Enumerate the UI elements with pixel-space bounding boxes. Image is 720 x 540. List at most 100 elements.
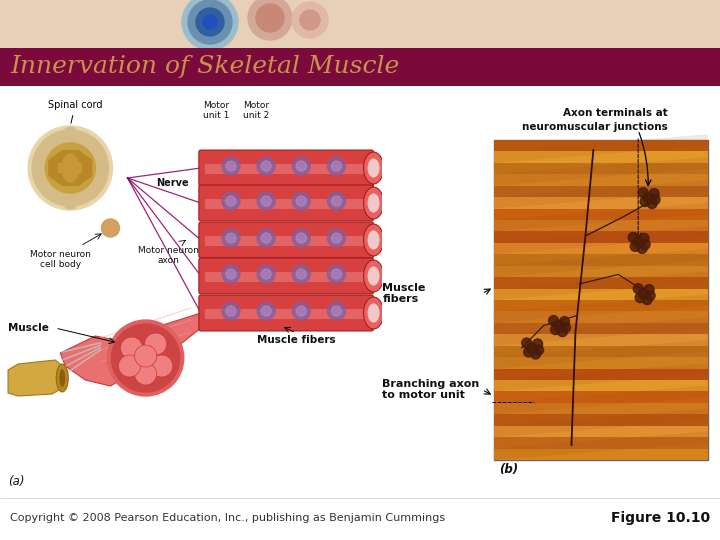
Circle shape <box>328 229 346 247</box>
Bar <box>494 208 708 220</box>
FancyBboxPatch shape <box>205 236 367 246</box>
Circle shape <box>226 233 236 243</box>
Bar <box>494 391 708 403</box>
Circle shape <box>257 229 275 247</box>
Text: Nerve: Nerve <box>156 178 188 188</box>
Circle shape <box>257 302 275 320</box>
Circle shape <box>257 157 275 175</box>
Circle shape <box>102 219 120 237</box>
Text: (b): (b) <box>499 463 518 476</box>
Circle shape <box>226 306 236 316</box>
Bar <box>494 437 708 449</box>
Bar <box>494 140 708 460</box>
Circle shape <box>257 192 275 210</box>
Circle shape <box>292 2 328 38</box>
Circle shape <box>222 157 240 175</box>
Text: Motor neuron
cell body: Motor neuron cell body <box>30 250 91 269</box>
Circle shape <box>628 232 638 242</box>
Polygon shape <box>494 272 708 300</box>
Bar <box>494 139 708 151</box>
Ellipse shape <box>367 303 379 322</box>
Bar <box>494 254 708 266</box>
Text: Branching axon
to motor unit: Branching axon to motor unit <box>382 379 480 400</box>
Circle shape <box>331 233 341 243</box>
Polygon shape <box>48 150 92 186</box>
Text: Axon terminals at: Axon terminals at <box>563 108 668 118</box>
Ellipse shape <box>61 153 79 183</box>
Circle shape <box>261 161 271 171</box>
Circle shape <box>642 295 652 305</box>
Circle shape <box>182 0 238 50</box>
FancyBboxPatch shape <box>199 150 374 186</box>
Bar <box>494 242 708 254</box>
Circle shape <box>328 157 346 175</box>
Circle shape <box>557 327 567 336</box>
Circle shape <box>551 325 560 335</box>
Ellipse shape <box>367 158 379 178</box>
Ellipse shape <box>59 369 66 387</box>
Polygon shape <box>494 294 708 323</box>
Text: Spinal cord: Spinal cord <box>48 100 102 123</box>
Circle shape <box>222 229 240 247</box>
Circle shape <box>637 244 647 253</box>
Circle shape <box>644 285 654 295</box>
Circle shape <box>331 161 341 171</box>
Text: Muscle
fibers: Muscle fibers <box>382 283 426 305</box>
Circle shape <box>135 345 157 367</box>
Bar <box>494 334 708 346</box>
Circle shape <box>296 269 306 279</box>
Circle shape <box>300 10 320 30</box>
Circle shape <box>630 241 640 252</box>
Circle shape <box>645 291 655 301</box>
Bar <box>494 311 708 323</box>
Circle shape <box>222 302 240 320</box>
Text: Copyright © 2008 Pearson Education, Inc., publishing as Benjamin Cummings: Copyright © 2008 Pearson Education, Inc.… <box>10 513 445 523</box>
Circle shape <box>331 196 341 206</box>
Circle shape <box>639 233 649 244</box>
FancyBboxPatch shape <box>199 258 374 294</box>
Circle shape <box>526 343 536 353</box>
Circle shape <box>534 345 544 355</box>
Circle shape <box>222 265 240 283</box>
Text: Muscle fibers: Muscle fibers <box>257 335 336 345</box>
Bar <box>494 425 708 437</box>
Circle shape <box>533 339 543 349</box>
Circle shape <box>650 194 660 205</box>
Polygon shape <box>494 226 708 254</box>
Circle shape <box>119 355 140 377</box>
Polygon shape <box>8 360 62 396</box>
FancyBboxPatch shape <box>205 272 367 282</box>
Circle shape <box>633 238 643 247</box>
Circle shape <box>256 4 284 32</box>
Bar <box>0 0 720 48</box>
Circle shape <box>559 316 570 327</box>
Circle shape <box>549 315 559 326</box>
Ellipse shape <box>367 193 379 213</box>
Bar <box>494 448 708 460</box>
Polygon shape <box>494 317 708 346</box>
Bar <box>494 402 708 414</box>
Polygon shape <box>494 157 708 186</box>
Ellipse shape <box>364 187 384 219</box>
Circle shape <box>257 265 275 283</box>
Circle shape <box>560 322 570 333</box>
Circle shape <box>531 349 541 359</box>
Circle shape <box>331 269 341 279</box>
Text: neuromuscular junctions: neuromuscular junctions <box>522 122 668 132</box>
Bar <box>494 174 708 186</box>
Circle shape <box>523 347 534 357</box>
Circle shape <box>643 193 653 202</box>
Circle shape <box>633 284 643 294</box>
FancyBboxPatch shape <box>199 295 374 331</box>
Circle shape <box>261 196 271 206</box>
Bar <box>494 380 708 392</box>
Circle shape <box>28 126 112 210</box>
FancyBboxPatch shape <box>199 185 374 221</box>
Circle shape <box>296 233 306 243</box>
Circle shape <box>261 233 271 243</box>
Ellipse shape <box>64 127 76 137</box>
Polygon shape <box>494 248 708 277</box>
Circle shape <box>135 363 157 385</box>
Circle shape <box>226 196 236 206</box>
Circle shape <box>120 337 143 359</box>
